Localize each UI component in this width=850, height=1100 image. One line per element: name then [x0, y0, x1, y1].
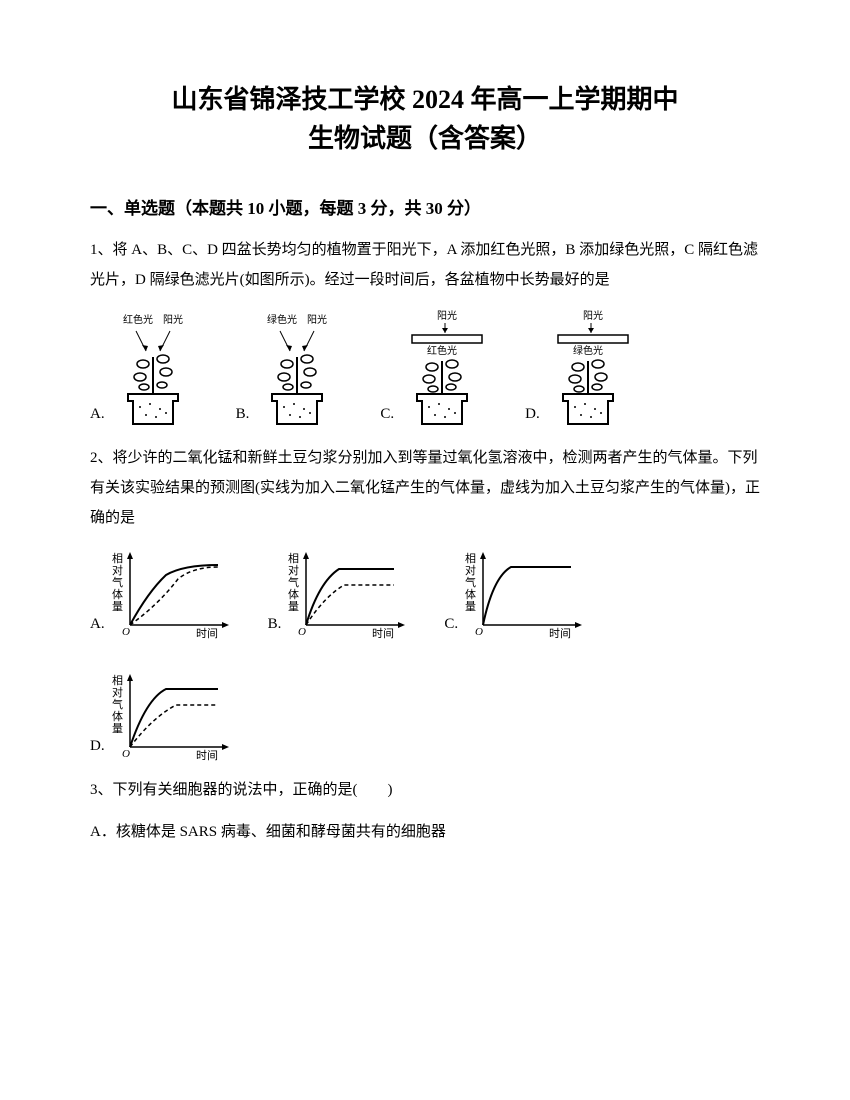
- graph-option-a: A. 相 对 气 体 量 O 时间: [90, 547, 238, 639]
- sunlight-label: 阳光: [163, 313, 183, 326]
- x-axis-b: 时间: [372, 627, 394, 639]
- x-axis-a: 时间: [196, 627, 218, 639]
- question-2-text: 2、将少许的二氧化锰和新鲜土豆匀浆分别加入到等量过氧化氢溶液中，检测两者产生的气…: [90, 443, 760, 533]
- green-light-label: 绿色光: [267, 313, 297, 326]
- graph-option-b: B. 相 对 气 体 量 O 时间: [268, 547, 415, 639]
- option-a-label: A.: [90, 406, 105, 423]
- plant-diagram-d: 阳光 绿色光: [543, 309, 653, 429]
- sunlight-label-b: 阳光: [307, 313, 327, 326]
- question-2-options: A. 相 对 气 体 量 O 时间 B. 相 对 气 体 量: [90, 547, 760, 761]
- sunlight-label-c: 阳光: [437, 309, 457, 322]
- y-axis-c4: 体: [465, 587, 476, 601]
- graph-a-label: A.: [90, 616, 105, 633]
- red-light-label: 红色光: [123, 313, 153, 326]
- option-b-label: B.: [236, 406, 250, 423]
- x-axis-d: 时间: [196, 749, 218, 761]
- y-axis-c5: 量: [465, 600, 476, 613]
- graph-c: 相 对 气 体 量 O 时间: [461, 547, 591, 639]
- graph-b-label: B.: [268, 616, 282, 633]
- section-1-header: 一、单选题（本题共 10 小题，每题 3 分，共 30 分）: [90, 194, 760, 219]
- origin-b: O: [298, 626, 306, 638]
- plant-diagram-a: 红色光 阳光: [108, 309, 218, 429]
- option-c-container: C. 阳光 红色光: [380, 309, 507, 429]
- option-c-label: C.: [380, 406, 394, 423]
- y-axis-b3: 气: [288, 575, 299, 589]
- y-axis-c1: 相: [465, 552, 476, 565]
- y-axis-b4: 体: [288, 587, 299, 601]
- option-a-container: A. 红色光 阳光: [90, 309, 218, 429]
- graph-option-d: D. 相 对 气 体 量 O 时间: [90, 669, 238, 761]
- origin-c: O: [475, 626, 483, 638]
- y-axis-c3: 气: [465, 575, 476, 589]
- y-axis-a5: 量: [112, 600, 123, 613]
- red-filter-label: 红色光: [427, 344, 457, 357]
- green-filter-label: 绿色光: [573, 344, 603, 357]
- option-d-container: D. 阳光 绿色光: [525, 309, 653, 429]
- plant-diagram-b: 绿色光 阳光: [252, 309, 362, 429]
- y-axis-b1: 相: [288, 552, 299, 565]
- y-axis-d4: 体: [112, 709, 123, 723]
- y-axis-a2: 对: [112, 563, 123, 577]
- graph-a: 相 对 气 体 量 O 时间: [108, 547, 238, 639]
- origin-a: O: [122, 626, 130, 638]
- y-axis-d3: 气: [112, 697, 123, 711]
- y-axis-d5: 量: [112, 722, 123, 735]
- option-b-container: B. 绿色光 阳光: [236, 309, 363, 429]
- title-line-1: 山东省锦泽技工学校 2024 年高一上学期期中: [90, 80, 760, 119]
- graph-b: 相 对 气 体 量 O 时间: [284, 547, 414, 639]
- origin-d: O: [122, 748, 130, 760]
- graph-option-c: C. 相 对 气 体 量 O 时间: [444, 547, 591, 639]
- question-3-option-a: A．核糖体是 SARS 病毒、细菌和酵母菌共有的细胞器: [90, 817, 760, 847]
- sunlight-label-d: 阳光: [583, 309, 603, 322]
- y-axis-b2: 对: [288, 563, 299, 577]
- y-axis-a4: 体: [112, 587, 123, 601]
- question-3-text: 3、下列有关细胞器的说法中，正确的是( ): [90, 775, 760, 805]
- y-axis-a3: 气: [112, 575, 123, 589]
- y-axis-c2: 对: [465, 563, 476, 577]
- option-d-label: D.: [525, 406, 540, 423]
- question-1-options: A. 红色光 阳光 B. 绿色光 阳光: [90, 309, 760, 429]
- y-axis-a1: 相: [112, 552, 123, 565]
- title-line-2: 生物试题（含答案）: [90, 119, 760, 158]
- y-axis-d1: 相: [112, 674, 123, 687]
- y-axis-b5: 量: [288, 600, 299, 613]
- plant-diagram-c: 阳光 红色光: [397, 309, 507, 429]
- question-1-text: 1、将 A、B、C、D 四盆长势均匀的植物置于阳光下，A 添加红色光照，B 添加…: [90, 235, 760, 295]
- graph-c-label: C.: [444, 616, 458, 633]
- y-axis-d2: 对: [112, 685, 123, 699]
- x-axis-c: 时间: [549, 627, 571, 639]
- graph-d-label: D.: [90, 738, 105, 755]
- graph-d: 相 对 气 体 量 O 时间: [108, 669, 238, 761]
- document-title: 山东省锦泽技工学校 2024 年高一上学期期中 生物试题（含答案）: [90, 80, 760, 158]
